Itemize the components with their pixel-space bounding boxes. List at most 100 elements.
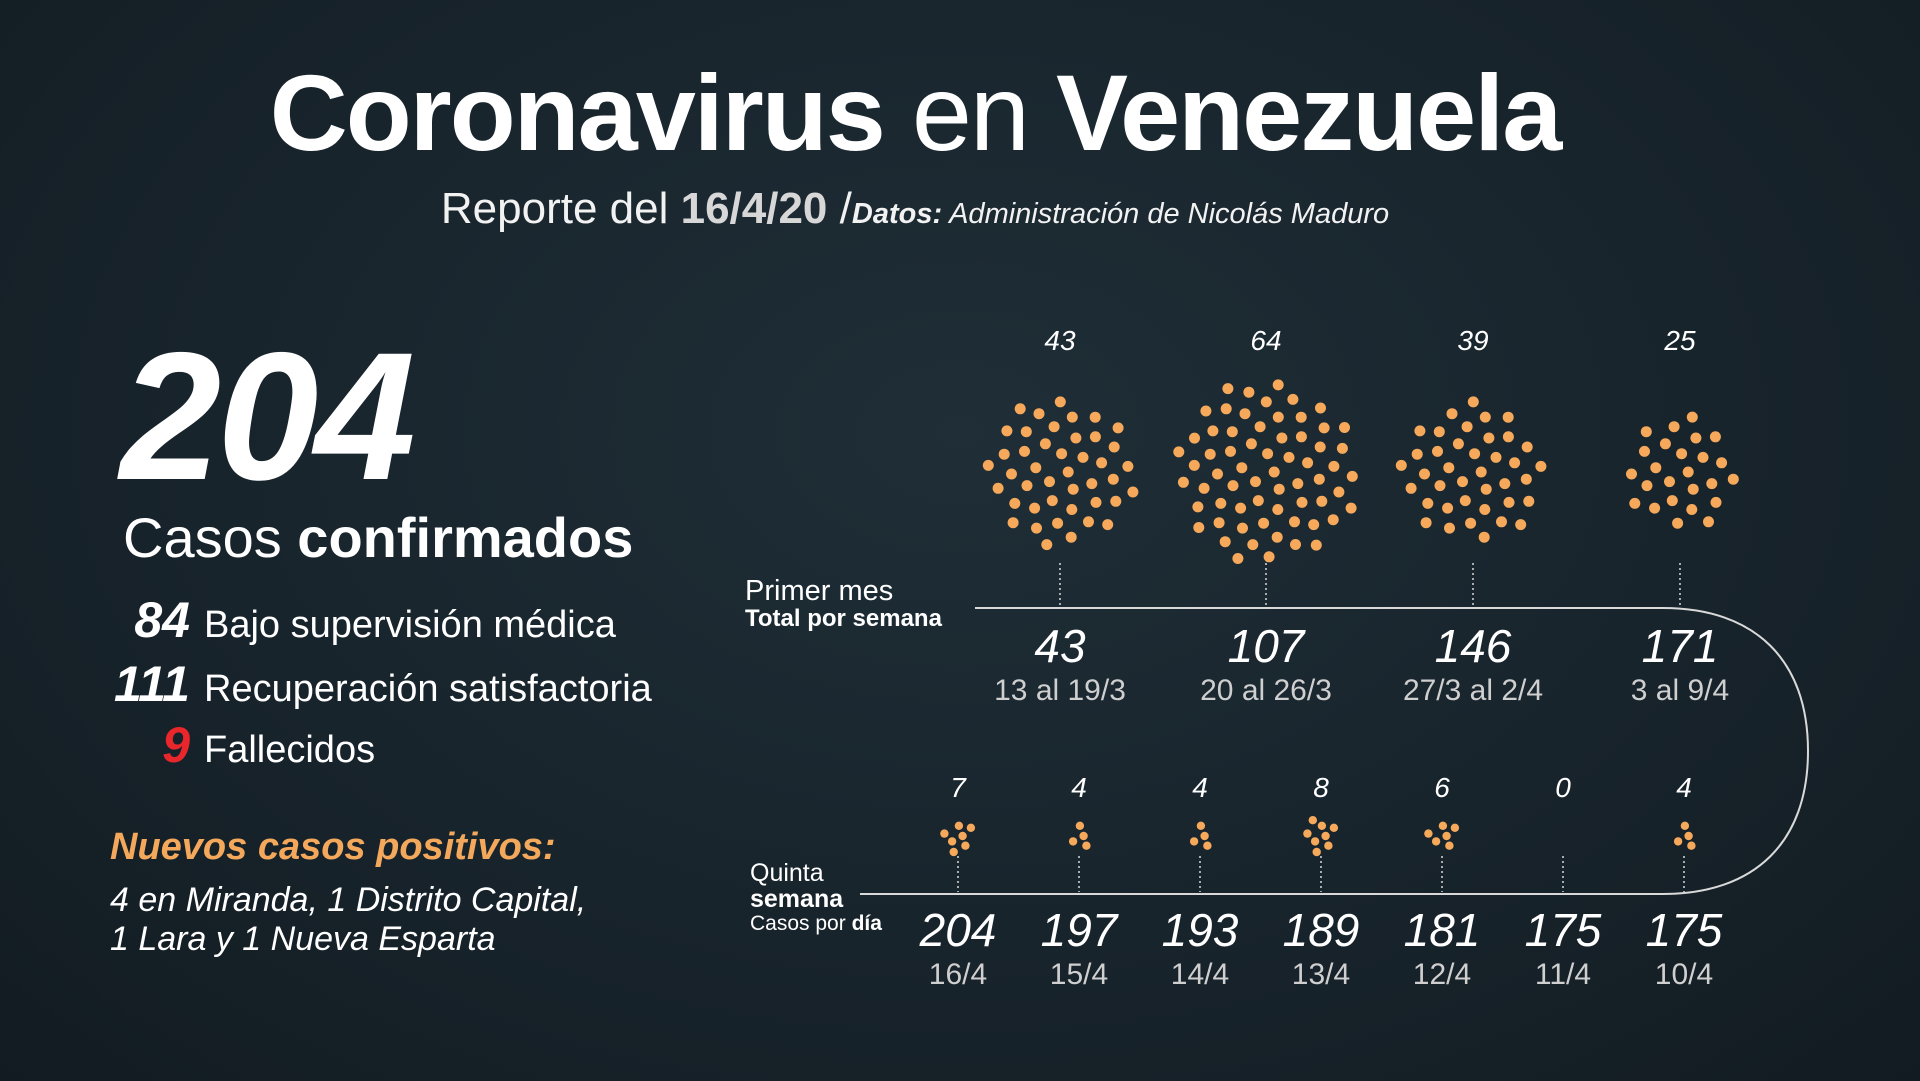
case-dot (1433, 426, 1445, 438)
stat-label: Bajo supervisión médica (204, 604, 616, 646)
case-dot (1710, 496, 1722, 508)
case-dot (1273, 483, 1285, 495)
total-label-light: Casos (123, 506, 282, 569)
case-dot (1502, 431, 1514, 443)
total-cases-label: Casos confirmados (123, 507, 633, 569)
case-dot (1235, 502, 1247, 514)
case-dot (1327, 514, 1339, 526)
case-dot (1222, 383, 1234, 395)
case-dot (1626, 468, 1637, 480)
case-dot (1313, 473, 1325, 485)
case-dot (1496, 516, 1507, 528)
case-dot (966, 823, 976, 832)
new-cases-label: 4 (1071, 772, 1087, 803)
case-dot (1680, 821, 1690, 830)
case-dot (1112, 422, 1124, 434)
case-dot (1189, 837, 1199, 846)
category-label: 27/3 al 2/4 (1403, 674, 1543, 707)
case-dot (1029, 502, 1041, 514)
case-dot (1066, 411, 1078, 423)
case-dot (1668, 421, 1680, 433)
case-dot (1041, 539, 1053, 551)
case-dot (1083, 516, 1094, 528)
case-dot (947, 837, 957, 846)
case-dot (1479, 504, 1491, 515)
case-dot (1469, 448, 1481, 460)
cumulative-label: 43 (1034, 620, 1086, 672)
case-dot (961, 841, 970, 850)
case-dot (1442, 502, 1454, 514)
case-dot (1687, 841, 1696, 850)
case-dot (1640, 426, 1652, 438)
category-label: 16/4 (929, 958, 987, 991)
case-dot (1220, 403, 1232, 415)
case-dot (1503, 496, 1515, 508)
case-dot (1316, 495, 1328, 507)
case-dot (1243, 386, 1255, 398)
case-dot (1422, 497, 1434, 509)
category-label: 20 al 26/3 (1200, 674, 1332, 707)
stat-value: 9 (162, 717, 190, 773)
case-dot (1062, 466, 1074, 478)
stat-value: 111 (113, 656, 190, 712)
case-dot (1067, 483, 1079, 495)
case-dot (1272, 504, 1284, 515)
case-dot (1419, 468, 1430, 480)
case-dot (1339, 422, 1350, 433)
case-dot (1007, 517, 1019, 529)
case-dot (1089, 411, 1101, 423)
case-dot (1066, 504, 1078, 515)
case-dot (1345, 502, 1357, 514)
category-label: 14/4 (1171, 958, 1229, 991)
case-dot (1031, 522, 1042, 534)
case-dot (1509, 457, 1521, 469)
case-dot (1318, 422, 1330, 434)
case-dot (1432, 445, 1443, 457)
case-dot (1173, 446, 1185, 458)
case-dot (1641, 480, 1653, 492)
case-dot (1219, 536, 1231, 548)
cumulative-label: 197 (1041, 904, 1119, 956)
case-dot (1666, 495, 1678, 507)
case-dot (1682, 466, 1694, 478)
new-cases-line: 1 Lara y 1 Nueva Esparta (110, 920, 496, 958)
new-cases-line: 4 en Miranda, 1 Distrito Capital, (110, 881, 587, 919)
case-dot (1122, 460, 1134, 472)
case-dot (1295, 431, 1307, 443)
case-dot (1443, 462, 1455, 474)
case-dot (1490, 451, 1502, 463)
cumulative-label: 171 (1642, 620, 1719, 672)
case-dot (1207, 425, 1219, 437)
case-dot (1324, 841, 1333, 850)
case-dot (1450, 823, 1460, 832)
case-dot (1268, 466, 1280, 478)
cumulative-label: 189 (1283, 904, 1360, 956)
case-dot (1272, 411, 1284, 423)
title-word-coronavirus: Coronavirus (269, 52, 886, 173)
week-row-label-line1: Quinta (750, 859, 824, 887)
case-dot (1044, 476, 1055, 488)
case-dot (1276, 432, 1288, 444)
case-dot (1475, 466, 1487, 478)
month-row-label-line1: Primer mes (745, 575, 894, 607)
case-dot (1065, 531, 1077, 543)
cumulative-label: 181 (1404, 904, 1481, 956)
case-dot (1303, 829, 1312, 838)
case-dot (1110, 495, 1122, 507)
case-dot (1703, 516, 1714, 528)
month-row-label-line2: Total por semana (745, 605, 942, 633)
case-dot (1535, 460, 1547, 472)
case-dot (1245, 438, 1257, 450)
case-dot (1193, 522, 1205, 533)
case-dot (1521, 441, 1533, 453)
case-dot (1676, 448, 1688, 460)
subtitle-prefix: Reporte del (440, 184, 669, 233)
case-dot (1262, 448, 1274, 460)
case-dot (1499, 478, 1511, 490)
stat-supervision: 84 Bajo supervisión médica (40, 591, 616, 649)
case-dot (1048, 421, 1060, 433)
source-value: Administración de Nicolás Maduro (949, 198, 1390, 230)
case-dot (1502, 411, 1514, 423)
case-dot (1232, 553, 1244, 564)
